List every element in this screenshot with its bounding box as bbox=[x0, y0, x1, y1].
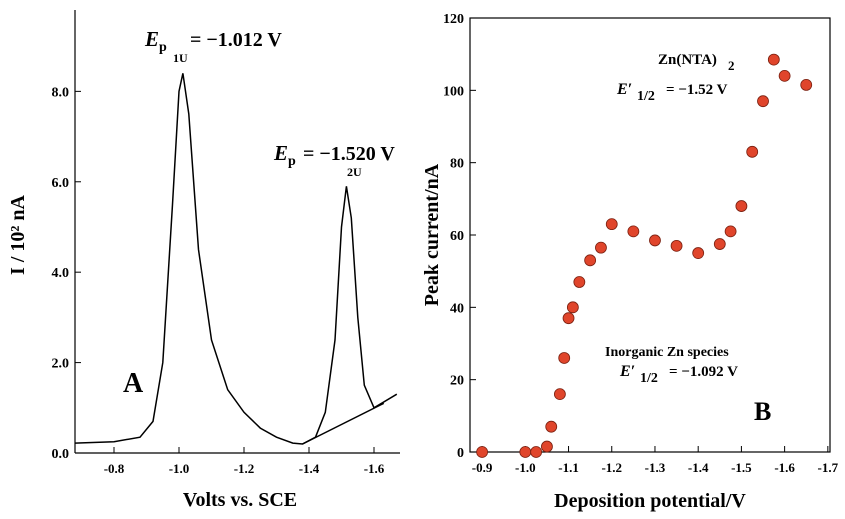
annotation: Zn(NTA) bbox=[658, 52, 717, 68]
annotation: E bbox=[273, 141, 288, 165]
y-axis-label: I / 10² nA bbox=[7, 194, 29, 274]
x-tick-label: -1.6 bbox=[774, 460, 795, 475]
y-tick-label: 40 bbox=[450, 301, 464, 316]
x-tick-label: -1.4 bbox=[688, 460, 709, 475]
point bbox=[562, 312, 575, 325]
x-tick-label: -1.3 bbox=[645, 460, 666, 475]
point bbox=[541, 440, 553, 453]
y-tick-label: 2.0 bbox=[52, 357, 70, 372]
annotation: p bbox=[288, 154, 296, 169]
point bbox=[670, 239, 683, 252]
point bbox=[767, 53, 780, 66]
x-tick-label: -1.0 bbox=[515, 460, 536, 475]
annotation: = −1.520 V bbox=[303, 143, 395, 165]
annotation: E′ bbox=[616, 81, 632, 98]
x-tick-label: -0.8 bbox=[104, 461, 125, 476]
point bbox=[595, 241, 607, 254]
point bbox=[519, 446, 532, 458]
point bbox=[692, 247, 705, 259]
x-tick-label: -1.1 bbox=[558, 460, 579, 475]
annotation: 2 bbox=[728, 58, 735, 73]
annotation: 2U bbox=[347, 165, 362, 179]
point bbox=[573, 276, 586, 288]
y-tick-label: 0.0 bbox=[52, 447, 70, 462]
point bbox=[735, 200, 748, 212]
point bbox=[649, 234, 661, 247]
y-tick-label: 6.0 bbox=[52, 176, 70, 191]
y-tick-label: 8.0 bbox=[52, 85, 70, 100]
annotation: = −1.52 V bbox=[666, 82, 728, 98]
plot-frame bbox=[469, 17, 831, 453]
annotation: 1/2 bbox=[637, 89, 655, 104]
y-tick-label: 100 bbox=[443, 84, 464, 99]
annotation: E bbox=[144, 27, 159, 51]
curve bbox=[302, 402, 385, 445]
annotation: 1/2 bbox=[640, 371, 658, 386]
x-tick-label: -1.0 bbox=[169, 461, 190, 476]
annotation: A bbox=[123, 368, 144, 399]
point bbox=[724, 225, 737, 238]
annotation: = −1.012 V bbox=[190, 29, 282, 51]
x-tick-label: -1.7 bbox=[818, 460, 839, 475]
annotation: p bbox=[159, 40, 167, 55]
point bbox=[530, 446, 543, 458]
y-tick-label: 4.0 bbox=[52, 266, 70, 281]
point bbox=[713, 238, 726, 250]
annotation: = −1.092 V bbox=[669, 364, 738, 380]
x-tick-label: -1.2 bbox=[601, 460, 622, 475]
x-axis-label: Volts vs. SCE bbox=[183, 489, 297, 511]
point bbox=[553, 388, 566, 401]
point bbox=[566, 301, 579, 314]
x-tick-label: -1.2 bbox=[234, 461, 255, 476]
y-axis-label: Peak current/nA bbox=[421, 163, 443, 306]
y-tick-label: 80 bbox=[450, 157, 464, 172]
x-axis-label: Deposition potential/V bbox=[554, 490, 746, 512]
x-tick-label: -1.4 bbox=[299, 461, 320, 476]
point bbox=[800, 79, 813, 91]
point bbox=[605, 218, 618, 231]
point bbox=[627, 225, 640, 238]
annotation: Inorganic Zn species bbox=[605, 345, 729, 360]
point bbox=[476, 446, 489, 458]
point bbox=[757, 95, 769, 108]
curve bbox=[74, 73, 398, 445]
point bbox=[545, 420, 558, 433]
point bbox=[746, 145, 759, 158]
point bbox=[778, 69, 791, 82]
x-tick-label: -0.9 bbox=[472, 460, 493, 475]
x-tick-label: -1.6 bbox=[364, 461, 385, 476]
y-tick-label: 20 bbox=[450, 374, 464, 389]
point bbox=[558, 352, 571, 364]
y-tick-label: 0 bbox=[457, 446, 464, 461]
y-tick-label: 60 bbox=[450, 229, 464, 244]
annotation: B bbox=[754, 397, 771, 426]
point bbox=[584, 254, 597, 267]
annotation: 1U bbox=[173, 51, 188, 65]
y-tick-label: 120 bbox=[443, 12, 464, 27]
annotation: E′ bbox=[619, 363, 635, 380]
x-tick-label: -1.5 bbox=[731, 460, 752, 475]
